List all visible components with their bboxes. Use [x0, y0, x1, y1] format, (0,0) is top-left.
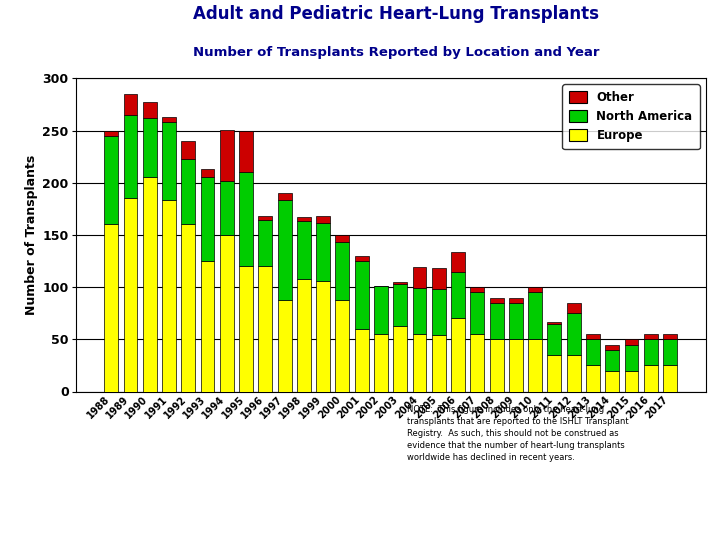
Y-axis label: Number of Transplants: Number of Transplants: [25, 155, 38, 315]
Bar: [220, 235, 234, 392]
Bar: [644, 334, 657, 339]
Bar: [432, 335, 446, 391]
Bar: [624, 345, 639, 370]
Bar: [104, 136, 118, 225]
Bar: [162, 122, 176, 200]
Bar: [413, 334, 426, 392]
Bar: [663, 339, 677, 366]
Bar: [143, 102, 157, 118]
Bar: [490, 298, 503, 303]
Text: ISHLT • INTERNATIONAL SOCIETY FOR HEART AND LUNG TRANSPLANTATION: ISHLT • INTERNATIONAL SOCIETY FOR HEART …: [77, 517, 315, 522]
Bar: [413, 288, 426, 334]
Bar: [104, 225, 118, 392]
Bar: [278, 193, 292, 200]
Bar: [278, 200, 292, 300]
Bar: [528, 292, 542, 339]
Bar: [336, 300, 349, 392]
Bar: [528, 339, 542, 392]
Bar: [644, 339, 657, 366]
Bar: [181, 159, 195, 225]
Bar: [124, 198, 138, 392]
Bar: [239, 172, 253, 266]
Bar: [663, 334, 677, 339]
Bar: [336, 235, 349, 242]
Bar: [104, 131, 118, 136]
Bar: [124, 94, 138, 115]
Bar: [124, 115, 138, 198]
Text: Adult and Pediatric Heart-Lung Transplants: Adult and Pediatric Heart-Lung Transplan…: [193, 5, 599, 23]
Bar: [509, 298, 523, 303]
Bar: [547, 323, 562, 355]
Bar: [374, 334, 388, 392]
Bar: [220, 180, 234, 235]
Bar: [490, 303, 503, 339]
Bar: [258, 266, 272, 391]
Bar: [470, 334, 485, 392]
Bar: [374, 286, 388, 334]
Bar: [355, 256, 369, 261]
Bar: [393, 284, 408, 326]
Bar: [567, 355, 580, 392]
Bar: [470, 287, 485, 292]
Text: ISHLT: ISHLT: [12, 476, 89, 500]
Bar: [239, 131, 253, 172]
Bar: [355, 329, 369, 392]
Bar: [451, 319, 465, 392]
Bar: [201, 261, 215, 392]
Bar: [663, 366, 677, 392]
Text: NOTE:  This figure includes only the heart-lung
transplants that are reported to: NOTE: This figure includes only the hear…: [407, 406, 629, 462]
Text: JHLT. 2019 Oct; 38(10): 1015-1066: JHLT. 2019 Oct; 38(10): 1015-1066: [145, 529, 247, 534]
Bar: [586, 339, 600, 366]
Bar: [624, 370, 639, 392]
Text: Number of Transplants Reported by Location and Year: Number of Transplants Reported by Locati…: [193, 46, 599, 59]
Bar: [316, 216, 330, 224]
Bar: [355, 261, 369, 329]
Bar: [528, 287, 542, 292]
Bar: [258, 220, 272, 266]
Bar: [162, 117, 176, 122]
Text: 2019: 2019: [175, 477, 233, 497]
Bar: [606, 345, 619, 350]
Bar: [567, 303, 580, 313]
Bar: [220, 131, 234, 180]
Bar: [606, 370, 619, 392]
Bar: [432, 289, 446, 335]
Bar: [201, 178, 215, 261]
Bar: [393, 282, 408, 284]
Bar: [278, 300, 292, 392]
Bar: [470, 292, 485, 334]
Bar: [451, 273, 465, 319]
Bar: [509, 303, 523, 339]
Bar: [297, 217, 311, 221]
Bar: [490, 339, 503, 392]
Bar: [547, 355, 562, 392]
Bar: [547, 321, 562, 323]
Bar: [258, 216, 272, 220]
Bar: [509, 339, 523, 392]
Bar: [451, 252, 465, 273]
Bar: [143, 118, 157, 178]
Bar: [336, 242, 349, 300]
Bar: [432, 268, 446, 289]
Bar: [606, 350, 619, 370]
Legend: Other, North America, Europe: Other, North America, Europe: [562, 84, 700, 149]
Bar: [316, 224, 330, 281]
Bar: [586, 366, 600, 392]
Bar: [316, 281, 330, 392]
Bar: [586, 334, 600, 339]
Bar: [239, 266, 253, 391]
Bar: [181, 225, 195, 392]
Bar: [143, 178, 157, 392]
Bar: [413, 267, 426, 288]
Bar: [644, 366, 657, 392]
Bar: [297, 221, 311, 279]
Bar: [297, 279, 311, 392]
Bar: [567, 313, 580, 355]
Bar: [624, 339, 639, 345]
Bar: [181, 141, 195, 159]
Bar: [393, 326, 408, 392]
Bar: [162, 200, 176, 392]
Bar: [201, 169, 215, 178]
